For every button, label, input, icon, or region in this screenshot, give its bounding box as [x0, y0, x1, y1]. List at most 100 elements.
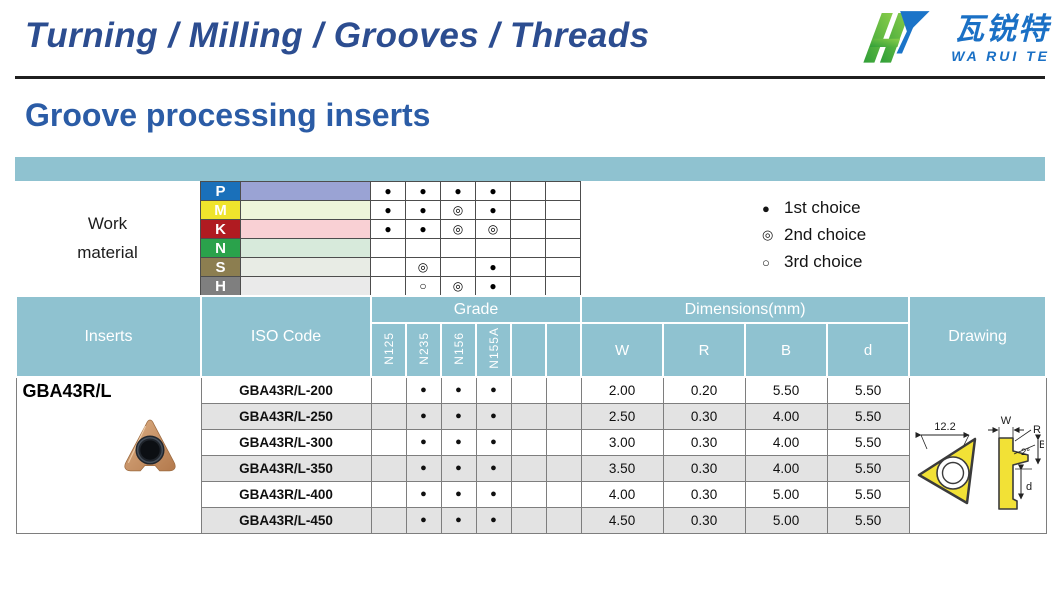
drawing-dim-d: d [1026, 481, 1032, 493]
brand-name-chinese: 瓦锐特 [954, 13, 1050, 46]
choice-dot-cell: ● [371, 220, 406, 239]
choice-dot-cell [371, 258, 406, 277]
legend: ● 1st choice ◎ 2nd choice ○ 3rd choice [762, 198, 866, 272]
dimension-value: 5.00 [744, 507, 828, 534]
dimension-value: 4.00 [744, 403, 828, 430]
choice-dot-cell [511, 277, 546, 296]
iso-code: GBA43R/L-300 [200, 429, 372, 456]
dimension-value: 4.00 [744, 455, 828, 482]
col-header-grade: Grade [369, 295, 583, 324]
technical-drawing: 12.2 W R 2° [915, 415, 1044, 510]
grade-availability-dot [510, 403, 547, 430]
dimension-value: 5.50 [826, 455, 910, 482]
legend-item: ○ 3rd choice [762, 252, 866, 272]
dimension-value: 5.50 [826, 429, 910, 456]
legend-label: 3rd choice [784, 252, 863, 271]
choice-dot-cell [511, 258, 546, 277]
material-class-K: K [201, 220, 241, 239]
grade-availability-dot: ● [440, 376, 477, 404]
iso-code: GBA43R/L-400 [200, 481, 372, 508]
choice-dot-cell: ● [406, 201, 441, 220]
material-class-N: N [201, 239, 241, 258]
choice-dot-cell: ◎ [406, 258, 441, 277]
page-header-title: Turning / Milling / Grooves / Threads [25, 16, 650, 55]
grade-availability-dot [545, 376, 582, 404]
drawing-dim-12-2: 12.2 [934, 421, 955, 433]
legend-label: 1st choice [784, 198, 861, 217]
dimension-value: 0.30 [662, 481, 746, 508]
choice-dot-cell: ● [441, 182, 476, 201]
legend-item: ◎ 2nd choice [762, 225, 866, 245]
grade-availability-dot: ● [440, 481, 477, 508]
table-row: GBA43R/L-450 ● ● ● 4.50 0.30 5.00 5.50 [16, 507, 1046, 534]
drawing-dim-r: R [1033, 424, 1041, 436]
grade-availability-dot: ● [440, 507, 477, 534]
drawing-dim-b: B [1039, 439, 1044, 451]
decorative-band [15, 157, 1045, 181]
choice-dot-cell [546, 182, 581, 201]
choice-dot-cell: ◎ [476, 220, 511, 239]
grade-availability-dot: ● [440, 455, 477, 482]
grade-availability-dot [545, 455, 582, 482]
choice-dot-cell [371, 277, 406, 296]
grade-availability-dot [545, 403, 582, 430]
grade-availability-dot: ● [405, 403, 442, 430]
choice-symbol-icon: ◎ [762, 227, 774, 242]
dimension-value: 5.50 [826, 376, 910, 404]
grade-availability-dot: ● [475, 481, 512, 508]
drawing-dim-angle: 2° [1021, 447, 1030, 458]
table-row: GBA43R/L GBA43R/L-200 ● ● [15, 376, 1047, 534]
choice-symbol-icon: ○ [762, 254, 770, 270]
legend-label: 2nd choice [784, 225, 867, 244]
drawing-dim-w: W [1001, 415, 1012, 427]
iso-code: GBA43R/L-250 [200, 403, 372, 430]
choice-dot-cell [406, 239, 441, 258]
material-class-M: M [201, 201, 241, 220]
material-color-bar [241, 182, 371, 201]
choice-dot-cell [511, 239, 546, 258]
dimension-value: 3.00 [580, 429, 664, 456]
dimension-value: 5.50 [826, 507, 910, 534]
choice-dot-cell: ● [476, 182, 511, 201]
brand-logo-icon [863, 11, 930, 63]
table-row: GBA43R/L-350 ● ● ● 3.50 0.30 4.00 5.50 [16, 455, 1046, 482]
insert-model-name: GBA43R/L [22, 381, 112, 401]
dimension-value: 5.50 [744, 376, 828, 404]
choice-dot-cell: ● [406, 182, 441, 201]
grade-availability-dot [370, 455, 407, 482]
choice-dot-cell [371, 239, 406, 258]
grade-availability-dot: ● [475, 403, 512, 430]
dimension-value: 5.50 [826, 481, 910, 508]
choice-dot-cell: ◎ [441, 277, 476, 296]
grade-availability-dot: ● [440, 429, 477, 456]
dimension-column-header: W [580, 322, 665, 378]
choice-dot-cell: ● [371, 201, 406, 220]
col-header-iso-code: ISO Code [200, 295, 372, 378]
table-row: GBA43R/L-250 ● ● ● 2.50 0.30 4.00 5.50 [16, 403, 1046, 430]
dimension-value: 0.30 [662, 429, 746, 456]
grade-column-header: N125 [370, 322, 407, 378]
brand-logo-text: 瓦锐特 WA RUI TE [951, 13, 1050, 65]
grade-column-header [544, 322, 583, 378]
dimension-value: 4.00 [580, 481, 664, 508]
grade-availability-dot [370, 429, 407, 456]
grade-availability-dot [370, 481, 407, 508]
grade-column-header: N235 [405, 322, 442, 378]
dimension-column-header: R [662, 322, 747, 378]
grade-availability-dot [370, 507, 407, 534]
grade-availability-dot [545, 507, 582, 534]
grade-column-header: N155A [475, 322, 512, 378]
grade-availability-dot [370, 376, 407, 404]
dimension-value: 0.30 [662, 403, 746, 430]
choice-dot-cell: ◎ [441, 220, 476, 239]
brand-logo: 瓦锐特 WA RUI TE [856, 5, 1050, 67]
dimension-value: 0.20 [662, 376, 746, 404]
choice-dot-cell [511, 201, 546, 220]
grade-availability-dot: ● [405, 507, 442, 534]
material-color-bar [241, 277, 371, 296]
dimension-value: 5.00 [744, 481, 828, 508]
work-material-label-line2: material [77, 242, 138, 262]
dimension-column-header: B [744, 322, 829, 378]
grade-availability-dot [510, 507, 547, 534]
